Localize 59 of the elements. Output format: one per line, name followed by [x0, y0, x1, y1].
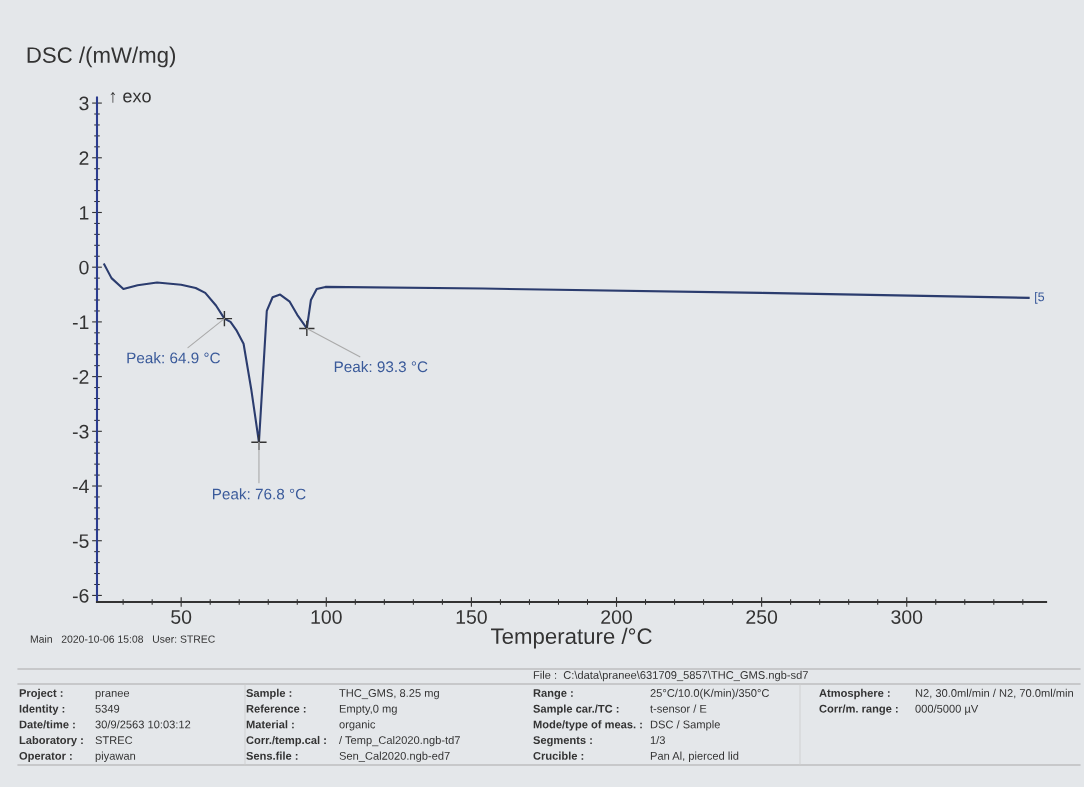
text: piyawan: [95, 751, 136, 762]
x-axis-title: Temperature /°C: [491, 627, 652, 649]
x-tick-label: 300: [891, 610, 923, 624]
text: Date/time :: [19, 720, 75, 729]
text: Pan Al, pierced lid: [650, 751, 739, 762]
x-tick-label: 250: [746, 610, 778, 624]
text: pranee: [95, 690, 130, 700]
x-tick-label: 50: [171, 610, 192, 624]
text: 30/9/2563 10:03:12: [95, 720, 191, 729]
y-tick-label: 2: [79, 151, 89, 165]
text: Project :: [19, 688, 63, 700]
text: STREC: [95, 736, 133, 745]
y-tick-label: 0: [79, 260, 89, 275]
y-tick-label: -5: [72, 534, 89, 548]
y-tick-label: -2: [72, 370, 89, 384]
text: Sample car./TC :: [533, 704, 619, 715]
text: N2, 30.0ml/min / N2, 70.0ml/min: [915, 688, 1073, 699]
annotation: Peak: 76.8 °C: [212, 488, 306, 500]
text: t-sensor / E: [650, 704, 707, 713]
text: Atmosphere :: [819, 688, 890, 700]
text: Sen_Cal2020.ngb-ed7: [339, 751, 450, 762]
text: Sample :: [246, 688, 292, 700]
y-tick-label: 1: [80, 206, 89, 220]
text: 000/5000 µV: [915, 704, 979, 715]
text: Empty,0 mg: [339, 704, 397, 715]
text: 5349: [95, 704, 120, 713]
text: Sens.file :: [246, 751, 298, 760]
annotation: Peak: 64.9 °C: [127, 352, 221, 364]
text: THC_GMS, 8.25 mg: [339, 689, 439, 700]
text: Segments :: [533, 736, 592, 747]
annotation: [5: [1035, 292, 1045, 304]
annotation: ↑ exo: [110, 92, 151, 103]
text: 25°C/10.0(K/min)/350°C: [650, 688, 770, 700]
text: Range :: [533, 689, 573, 700]
y-axis-title: DSC /(mW/mg): [27, 46, 176, 68]
y-tick-label: -4: [72, 479, 89, 494]
text: Material :: [246, 720, 294, 729]
y-tick-label: -1: [72, 315, 89, 329]
x-tick-label: 200: [601, 610, 632, 624]
text: Corr/m. range :: [819, 704, 898, 715]
y-tick-label: -6: [72, 588, 89, 603]
text: 1/3: [650, 735, 665, 745]
text: organic: [339, 720, 376, 731]
y-tick-label: -3: [72, 424, 89, 439]
x-tick-label: 150: [456, 610, 487, 624]
text: / Temp_Cal2020.ngb-td7: [339, 735, 460, 747]
text: Main 2020-10-06 15:08 User: STREC: [30, 635, 215, 643]
text: Reference :: [246, 704, 306, 713]
text: DSC / Sample: [650, 720, 720, 731]
text: Mode/type of meas. :: [533, 720, 642, 731]
text: Operator :: [19, 751, 72, 762]
text: File : C:\data\pranee\631709_5857\THC_GMS.ngb-sd7: [533, 670, 808, 682]
text: Corr./temp.cal :: [246, 735, 326, 747]
x-tick-label: 100: [311, 610, 342, 624]
text: Crucible :: [533, 751, 584, 760]
y-tick-label: 3: [79, 96, 89, 111]
text: Laboratory :: [19, 735, 83, 747]
text: Identity :: [19, 704, 65, 715]
annotation: Peak: 93.3 °C: [334, 360, 428, 373]
